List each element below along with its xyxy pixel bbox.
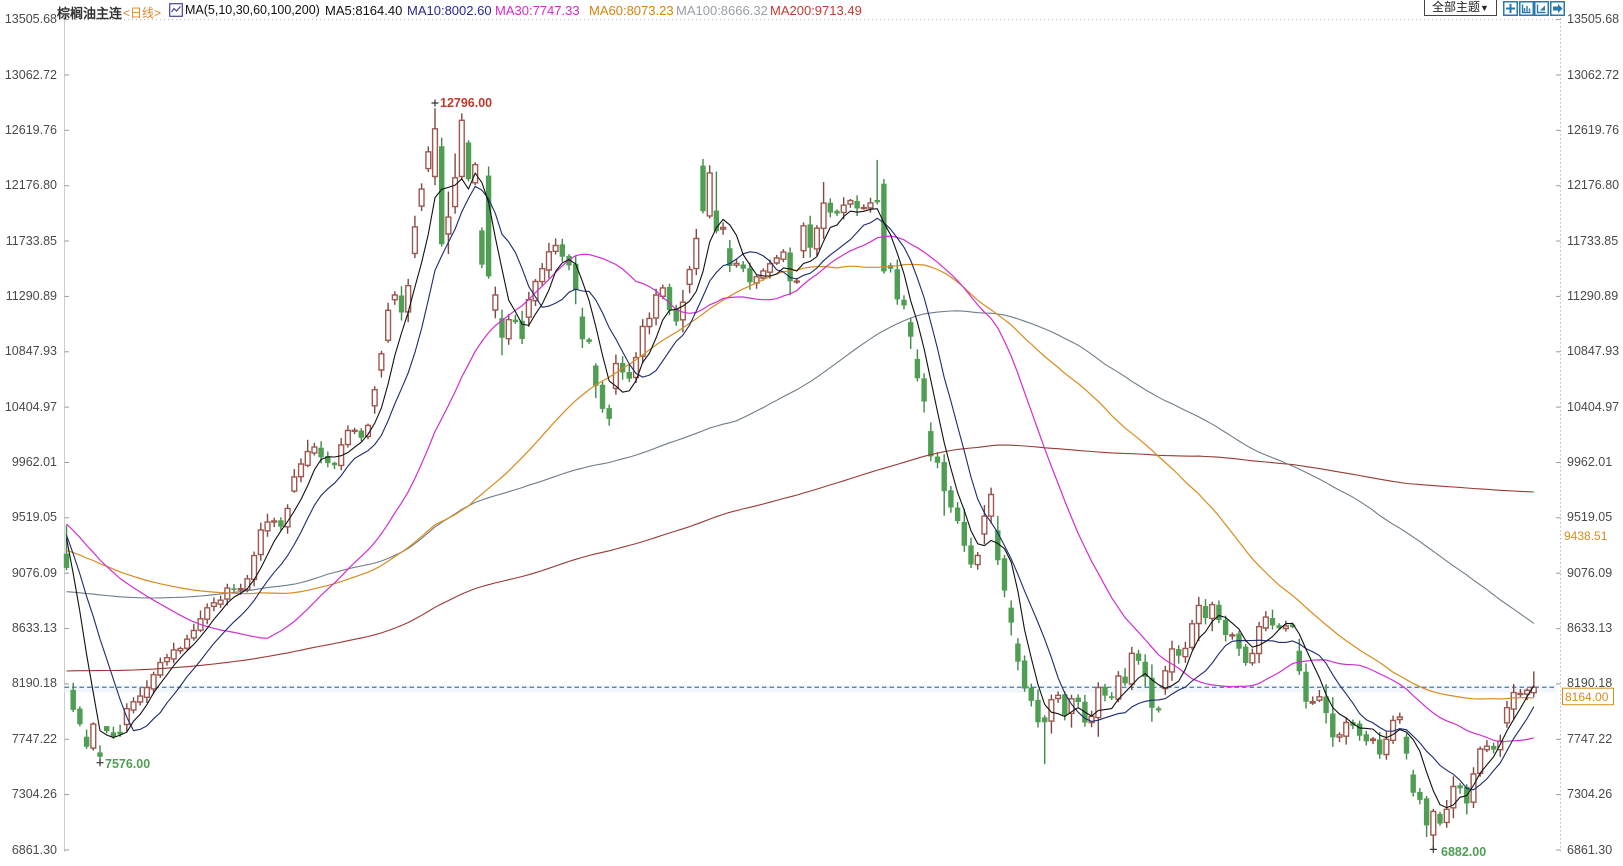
svg-text:6882.00: 6882.00 — [1441, 845, 1486, 859]
svg-text:9438.51: 9438.51 — [1564, 529, 1608, 543]
svg-text:12796.00: 12796.00 — [440, 96, 492, 110]
svg-text:7576.00: 7576.00 — [105, 757, 150, 771]
svg-text:8164.00: 8164.00 — [1565, 690, 1609, 704]
